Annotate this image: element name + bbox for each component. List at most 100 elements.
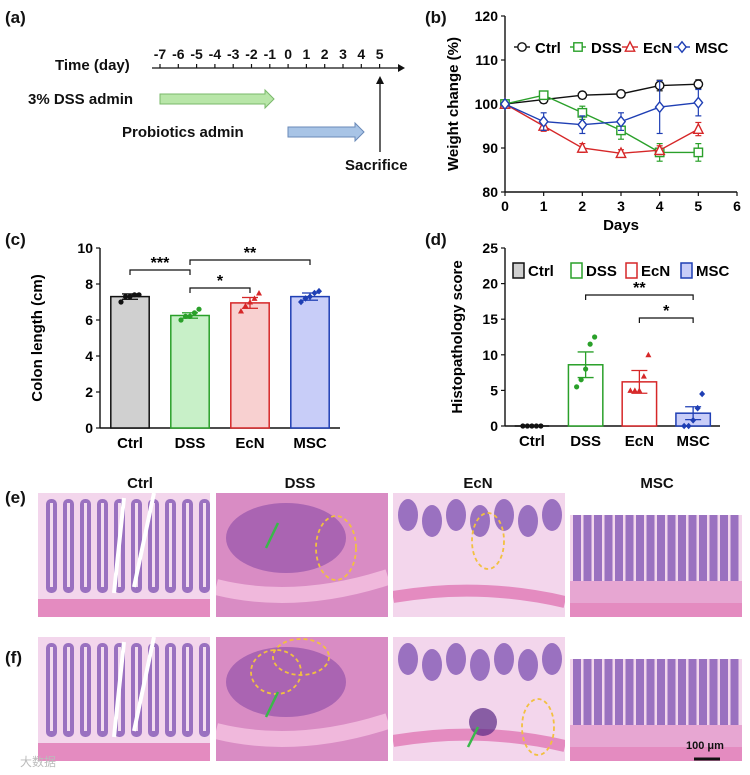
crypt (615, 515, 623, 581)
crypt-lumen (135, 503, 138, 587)
x-tick-label: 4 (656, 198, 664, 214)
dss-admin-arrow (159, 88, 275, 110)
scatter-point (178, 317, 184, 323)
crypt (573, 659, 581, 725)
timeline-tick-label: 3 (339, 46, 347, 62)
crypt-lumen (169, 647, 172, 731)
y-tick-label: 80 (482, 184, 498, 200)
timeline-tick-label: 0 (284, 46, 292, 62)
weight-change-chart: 80 90 100 110 120 0 1 2 3 4 5 6 Days Weight change (%… (445, 8, 741, 234)
crypt-lumen (135, 647, 138, 731)
crypt (422, 649, 442, 681)
submucosa (393, 548, 565, 617)
crypt (688, 659, 697, 725)
histology-col-ecn: EcN (463, 475, 493, 492)
timeline-tick-label: -2 (245, 46, 258, 62)
y-tick-label: 10 (77, 240, 93, 256)
crypt (688, 515, 697, 581)
histology-image-(e)-msc (570, 493, 742, 617)
annotation-arrow (264, 691, 280, 718)
x-tick-label: 3 (617, 198, 625, 214)
y-tick-label: 0 (85, 420, 93, 436)
scale-bar-label: 100 μm (686, 740, 724, 752)
crypt (446, 499, 466, 531)
data-point-ctrl (616, 88, 626, 99)
timeline-diagram: -7 -6 -5 -4 -3 -2 -1 0 1 2 3 4 5 (152, 46, 405, 152)
crypt (720, 515, 728, 581)
scatter-point (694, 404, 701, 412)
scatter-point (307, 293, 313, 300)
x-tick-label: 2 (578, 198, 586, 214)
timeline-time-label: Time (day) (55, 57, 130, 74)
crypt (542, 643, 562, 675)
inflammatory-infiltrate (226, 647, 346, 717)
bar-ecn (230, 302, 270, 429)
crypt-lumen (101, 647, 104, 731)
lumen (570, 493, 742, 515)
crypt (398, 643, 418, 675)
significance-bracket (129, 269, 191, 275)
y-axis-label: Histopathology score (449, 260, 466, 413)
legend-label-ctrl: Ctrl (528, 263, 554, 280)
data-point-ecn (576, 141, 589, 153)
x-tick-label: 0 (501, 198, 509, 214)
timeline-tick-label: -3 (227, 46, 240, 62)
crypt (542, 499, 562, 531)
crypt (678, 515, 686, 581)
x-tick-label: 1 (540, 198, 548, 214)
significance-label: ** (633, 280, 646, 297)
y-tick-label: 110 (475, 52, 498, 68)
crypt-lumen (67, 647, 70, 731)
scatter-point (191, 310, 198, 316)
significance-bracket (585, 294, 694, 300)
legend-label-msc: MSC (696, 263, 730, 280)
panel-label-a: (a) (5, 8, 26, 27)
legend-swatch-ctrl (512, 262, 525, 279)
data-point-msc (577, 118, 588, 131)
y-tick-label: 20 (482, 276, 498, 292)
crypt (494, 499, 514, 531)
legend-label-ecn: EcN (641, 263, 670, 280)
scatter-point (587, 341, 593, 347)
histology-col-dss: DSS (284, 475, 316, 492)
crypt (594, 515, 602, 581)
lumen-gap (112, 493, 156, 594)
scatter-point (574, 384, 580, 390)
scatter-point (238, 308, 244, 314)
crypt (636, 659, 644, 725)
crypt (646, 515, 655, 581)
panel-label-f: (f) (5, 648, 22, 667)
crypt (646, 659, 655, 725)
scatter-point (592, 334, 598, 340)
histology-image-(f)-ctrl (38, 637, 210, 761)
x-tick-label: Ctrl (519, 433, 545, 450)
series-line-msc (504, 101, 699, 126)
histology-image-(f)-msc (570, 637, 742, 761)
scatter-point (645, 351, 652, 358)
data-point-msc (499, 97, 511, 111)
muscle-layer (393, 584, 565, 608)
crypt-lumen (67, 503, 70, 587)
panel-label-e: (e) (5, 488, 26, 507)
legend-label-dss: DSS (591, 40, 622, 57)
data-point-ecn (653, 143, 666, 156)
scatter-point (251, 295, 258, 301)
y-tick-label: 100 (475, 96, 499, 112)
crypt (636, 515, 644, 581)
lumen-gap (112, 637, 156, 738)
bar-dss (170, 314, 210, 429)
scatter-point (529, 423, 535, 429)
crypt (699, 659, 707, 725)
data-point-msc (654, 100, 665, 114)
legend-marker-msc (676, 40, 688, 54)
scatter-point (636, 387, 643, 393)
legend-swatch-dss (570, 262, 583, 279)
crypt (615, 659, 623, 725)
data-point-ecn (692, 122, 705, 134)
crypt-lumen (169, 503, 172, 587)
crypt (625, 515, 634, 581)
x-tick-label: EcN (625, 433, 654, 450)
scatter-point (538, 423, 544, 429)
